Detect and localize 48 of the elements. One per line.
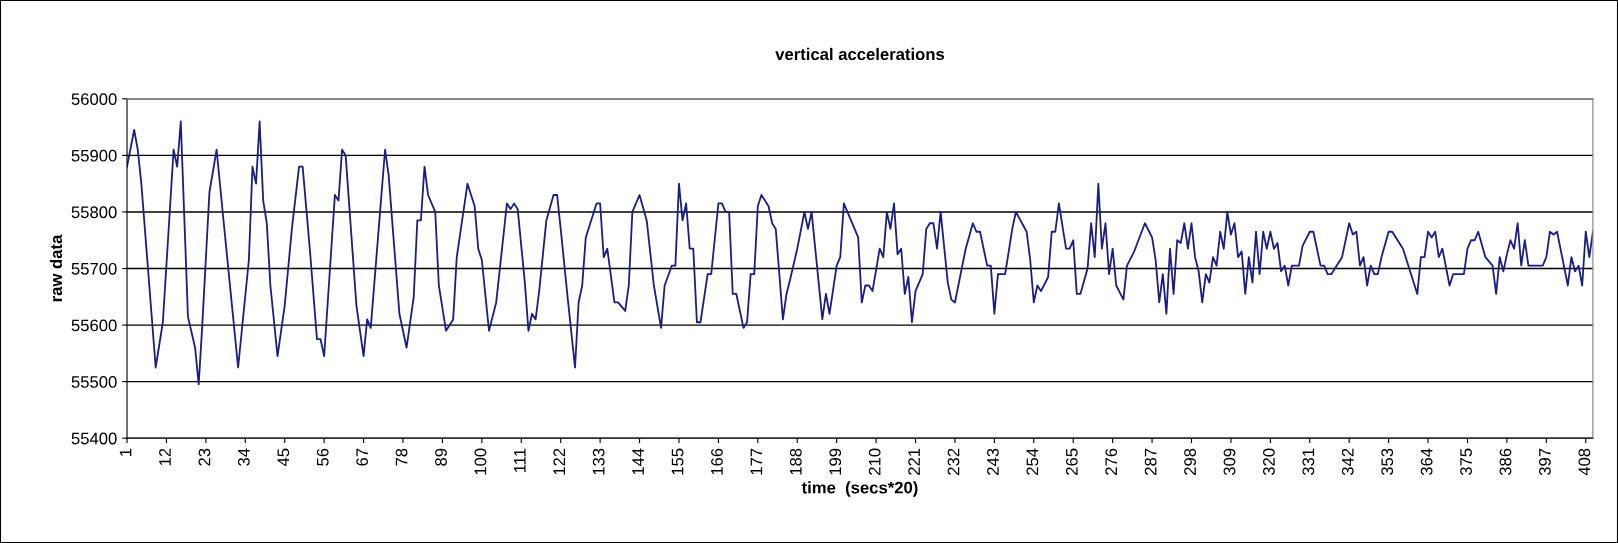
x-tick-label: 298 xyxy=(1184,448,1196,475)
x-tick-label: 353 xyxy=(1381,448,1394,476)
x-tick-label: 276 xyxy=(1105,448,1118,475)
x-tick-label: 386 xyxy=(1499,448,1512,476)
x-tick-label: 254 xyxy=(1026,448,1039,475)
y-tick-label: 55600 xyxy=(71,319,117,332)
x-tick-label: 100 xyxy=(474,448,487,475)
y-tick-label: 55800 xyxy=(71,206,117,219)
y-tick-label: 55900 xyxy=(71,149,117,162)
x-tick-label: 34 xyxy=(237,448,250,466)
x-axis-title: time (secs*20) xyxy=(801,481,918,497)
x-tick-label: 144 xyxy=(632,448,644,475)
x-tick-label: 265 xyxy=(1065,448,1078,475)
x-tick-label: 177 xyxy=(750,448,763,475)
x-tick-label: 309 xyxy=(1223,448,1236,476)
x-tick-label: 188 xyxy=(789,448,802,475)
x-tick-label: 122 xyxy=(553,448,565,475)
x-tick-label: 397 xyxy=(1539,448,1551,476)
x-tick-label: 78 xyxy=(395,448,408,466)
x-tick-label: 210 xyxy=(868,448,881,475)
x-tick-label: 89 xyxy=(435,448,447,466)
x-tick-label: 1 xyxy=(119,448,132,456)
y-axis-title: raw data xyxy=(49,234,63,302)
x-tick-label: 12 xyxy=(159,448,171,466)
y-tick-label: 56000 xyxy=(71,93,117,106)
x-tick-label: 232 xyxy=(947,448,960,475)
x-tick-label: 364 xyxy=(1420,448,1433,476)
y-tick-label: 55400 xyxy=(71,432,117,445)
x-tick-label: 155 xyxy=(671,448,684,475)
x-tick-label: 23 xyxy=(198,448,211,466)
x-tick-label: 199 xyxy=(829,448,842,475)
x-tick-label: 342 xyxy=(1341,448,1354,476)
x-tick-label: 111 xyxy=(514,448,526,472)
x-tick-label: 45 xyxy=(277,448,290,467)
x-tick-label: 331 xyxy=(1302,448,1315,476)
chart-title: vertical accelerations xyxy=(775,47,945,61)
y-tick-label: 55500 xyxy=(71,376,117,388)
x-tick-label: 408 xyxy=(1578,448,1591,476)
x-tick-label: 287 xyxy=(1144,448,1157,475)
x-tick-label: 67 xyxy=(356,448,369,466)
x-tick-label: 243 xyxy=(987,448,999,475)
x-tick-label: 166 xyxy=(711,448,723,475)
y-tick-label: 55700 xyxy=(71,262,117,275)
x-tick-label: 375 xyxy=(1460,448,1472,476)
x-tick-label: 133 xyxy=(592,448,605,475)
x-tick-label: 320 xyxy=(1263,448,1275,476)
x-tick-label: 221 xyxy=(908,448,920,475)
x-tick-label: 56 xyxy=(316,448,329,466)
